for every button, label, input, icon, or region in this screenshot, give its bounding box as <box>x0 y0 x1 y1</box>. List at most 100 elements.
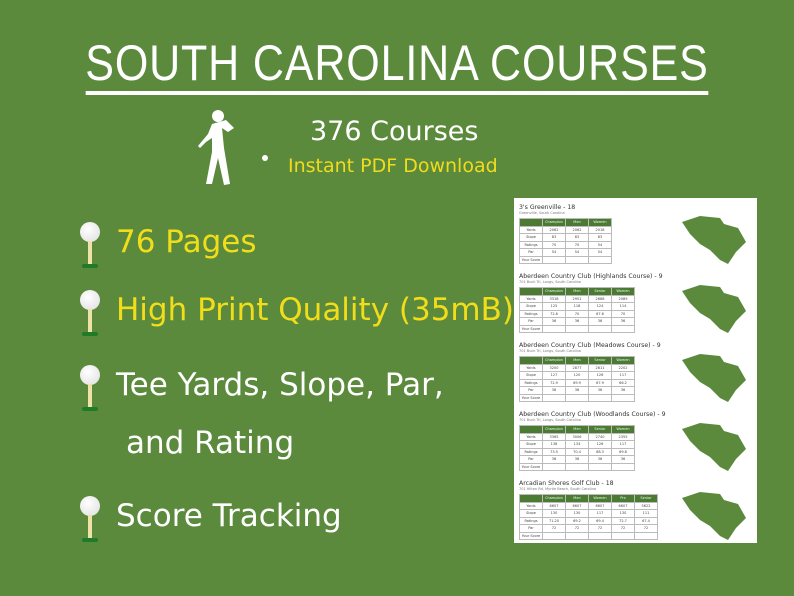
course-table: Champion Men Senior Women Yards 3365 3006 2740 2… <box>519 425 635 471</box>
course-name: Aberdeen Country Club (Meadows Course) -… <box>519 342 661 349</box>
table-header: Champion <box>542 287 566 296</box>
course-table: Champion Men Women Pro Senior Yards 6607 6607 66… <box>519 494 658 540</box>
course-entry: Arcadian Shores Golf Club - 18 701 Hilton… <box>519 480 752 543</box>
table-cell <box>634 531 658 540</box>
feature-text: 76 Pages <box>116 224 257 260</box>
table-cell: 72 <box>611 524 635 533</box>
table-cell: 54 <box>588 248 612 257</box>
table-cell <box>611 462 635 471</box>
feature-quality: High Print Quality (35mB) <box>78 290 514 338</box>
table-cell: 111 <box>634 509 658 518</box>
table-cell: 70 <box>542 240 566 249</box>
table-cell: Par <box>519 524 543 533</box>
table-cell: 2062 <box>542 225 566 234</box>
table-cell <box>588 462 612 471</box>
table-cell: 36 <box>611 317 635 326</box>
course-address: 701 Buck Trl, Longs, South Carolina <box>519 418 581 422</box>
table-cell: 134 <box>565 440 589 449</box>
page-title: SOUTH CAROLINA COURSES <box>56 34 739 95</box>
table-cell: 83 <box>565 233 589 242</box>
table-header: Men <box>565 494 589 503</box>
title-text: SOUTH CAROLINA COURSES <box>85 35 709 95</box>
table-cell: Par <box>519 455 543 464</box>
table-cell <box>565 462 589 471</box>
table-cell: Yards <box>519 432 543 441</box>
table-cell: Ratings <box>519 378 543 387</box>
table-cell: 36 <box>588 317 612 326</box>
table-row: Your Score <box>519 462 635 471</box>
table-row: Yards 3365 3006 2740 2355 <box>519 432 635 441</box>
table-cell: 36 <box>588 455 612 464</box>
table-cell: 130 <box>542 509 566 518</box>
table-row: Ratings 72.9 69.9 67.9 66.2 <box>519 378 635 387</box>
table-cell: Slope <box>519 302 543 311</box>
table-header: Men <box>565 218 589 227</box>
table-cell: 118 <box>565 302 589 311</box>
table-cell: 72 <box>565 524 589 533</box>
table-cell <box>611 324 635 333</box>
table-cell: 125 <box>542 302 566 311</box>
table-row: Slope 127 120 126 117 <box>519 371 635 380</box>
table-cell: 66.2 <box>611 378 635 387</box>
feature-score: Score Tracking <box>78 496 342 544</box>
table-cell: Your Score <box>519 255 543 264</box>
table-cell: 36 <box>565 455 589 464</box>
table-cell: 2355 <box>611 432 635 441</box>
south-carolina-map-icon <box>682 492 746 540</box>
table-cell: Yards <box>519 225 543 234</box>
table-header: Champion <box>542 218 566 227</box>
table-cell: Yards <box>519 501 543 510</box>
table-cell <box>542 531 566 540</box>
table-cell: 67.9 <box>588 378 612 387</box>
table-cell: 36 <box>611 455 635 464</box>
table-row: Par 72 72 72 72 72 <box>519 524 658 533</box>
table-cell: 36 <box>542 386 566 395</box>
table-header: Senior <box>634 494 658 503</box>
table-cell: 54 <box>542 248 566 257</box>
table-cell: 72 <box>542 524 566 533</box>
table-cell <box>611 531 635 540</box>
table-cell: 6607 <box>588 501 612 510</box>
table-cell <box>588 393 612 402</box>
table-cell: 67.4 <box>634 516 658 525</box>
table-cell: 70 <box>565 309 589 318</box>
table-cell: 36 <box>542 455 566 464</box>
table-row: Yards 3318 2951 2668 2089 <box>519 294 635 303</box>
course-table: Champion Men Women Yards 2062 2062 2018 Slope 83… <box>519 218 612 264</box>
course-name: Aberdeen Country Club (Woodlands Course)… <box>519 411 666 418</box>
course-name: Arcadian Shores Golf Club - 18 <box>519 480 614 487</box>
table-cell: Your Score <box>519 531 543 540</box>
table-cell: 3200 <box>542 363 566 372</box>
table-header: Men <box>565 356 589 365</box>
table-header: Women <box>611 287 635 296</box>
feature-pages: 76 Pages <box>78 222 257 270</box>
table-cell: 117 <box>611 440 635 449</box>
table-row: Ratings 71.20 69.2 69.4 72.7 67.4 <box>519 516 658 525</box>
table-cell: Ratings <box>519 447 543 456</box>
table-cell: Slope <box>519 509 543 518</box>
table-cell: 72.9 <box>542 378 566 387</box>
table-cell <box>542 462 566 471</box>
table-cell: 126 <box>588 371 612 380</box>
table-cell: 83 <box>588 233 612 242</box>
table-row: Your Score <box>519 393 635 402</box>
table-cell: Par <box>519 248 543 257</box>
table-cell: 114 <box>611 302 635 311</box>
south-carolina-map-icon <box>682 285 746 333</box>
course-name: 3's Greenville - 18 <box>519 204 576 211</box>
table-cell: Ratings <box>519 240 543 249</box>
table-cell: Your Score <box>519 462 543 471</box>
table-cell <box>542 324 566 333</box>
south-carolina-map-icon <box>682 216 746 264</box>
table-row: Yards 3200 2877 2611 2202 <box>519 363 635 372</box>
table-cell <box>588 531 612 540</box>
table-cell: 70 <box>611 309 635 318</box>
table-header <box>519 287 543 296</box>
feature-stats: Tee Yards, Slope, Par, and Rating <box>78 365 444 463</box>
table-row: Yards 2062 2062 2018 <box>519 225 612 234</box>
table-cell: 3318 <box>542 294 566 303</box>
table-row: Slope 83 83 83 <box>519 233 612 242</box>
table-cell: Your Score <box>519 324 543 333</box>
feature-text: Score Tracking <box>116 498 342 534</box>
table-row: Ratings 73.5 70.4 68.3 69.8 <box>519 447 635 456</box>
